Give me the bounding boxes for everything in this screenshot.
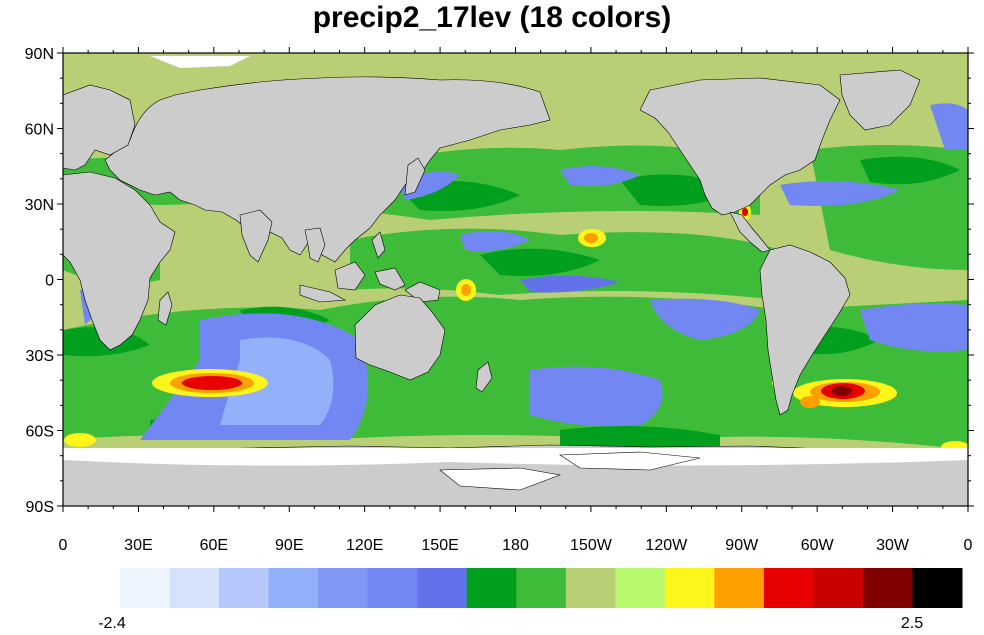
colorbar-swatch <box>120 568 171 608</box>
colorbar-swatch <box>169 568 220 608</box>
lat-label: 30N <box>25 197 54 214</box>
axis-ticks <box>57 47 974 512</box>
colorbar-swatch <box>862 568 913 608</box>
wet-maxima <box>64 172 968 453</box>
lon-label: 180 <box>502 537 529 554</box>
latitude-labels: 90N 60N 30N 0 30S 60S 90S <box>25 46 54 516</box>
lat-label: 0 <box>45 273 54 290</box>
colorbar-swatch <box>912 568 963 608</box>
colorbar-swatch <box>466 568 517 608</box>
colorbar-swatch <box>813 568 864 608</box>
longitude-labels: 0 30E 60E 90E 120E 150E 180 150W 120W 90W 60W 30W 0 <box>59 537 973 554</box>
lat-label: 30S <box>26 348 54 365</box>
colorbar-swatch <box>219 568 270 608</box>
colorbar-swatch <box>516 568 567 608</box>
colorbar-swatch <box>318 568 369 608</box>
lon-label: 0 <box>59 537 68 554</box>
lon-label: 90W <box>725 537 759 554</box>
lon-label: 150E <box>421 537 458 554</box>
lat-label: 90S <box>26 499 54 516</box>
colorbar-swatch <box>417 568 468 608</box>
lon-label: 150W <box>570 537 613 554</box>
lon-label: 120W <box>645 537 688 554</box>
colorbar-swatch <box>714 568 765 608</box>
land-mask <box>63 69 968 506</box>
colorbar-min-label: -2.4 <box>98 615 126 632</box>
lon-label: 30E <box>124 537 152 554</box>
colorbar-swatch <box>367 568 418 608</box>
colorbar-swatch <box>763 568 814 608</box>
colorbar-swatch <box>664 568 715 608</box>
lon-label: 120E <box>346 537 383 554</box>
lon-label: 60W <box>801 537 835 554</box>
lat-label: 60N <box>25 122 54 139</box>
lon-label: 60E <box>200 537 228 554</box>
plot-title: precip2_17lev (18 colors) <box>312 1 672 34</box>
colorbar <box>120 568 963 608</box>
colorbar-swatch <box>268 568 319 608</box>
lat-label: 60S <box>26 424 54 441</box>
colorbar-swatch <box>615 568 666 608</box>
lon-label: 90E <box>275 537 303 554</box>
colorbar-swatch <box>565 568 616 608</box>
lon-label: 30W <box>876 537 910 554</box>
map-content <box>63 53 968 506</box>
no-data-areas <box>63 56 968 491</box>
lat-label: 90N <box>25 46 54 63</box>
lon-label: 0 <box>964 537 973 554</box>
colorbar-max-label: 2.5 <box>901 615 923 632</box>
